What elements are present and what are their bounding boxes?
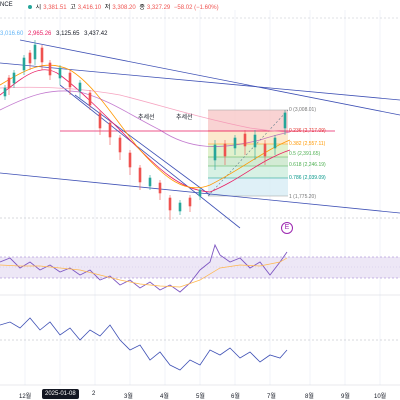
ma-value-2: 2,965.26 [28, 31, 52, 37]
x-label-dec: 12월 [19, 394, 32, 400]
close-value: 3,327.29 [146, 5, 171, 11]
fib-label-1: 1 (1,775.20) [289, 194, 316, 200]
x-label-sep: 9월 [341, 394, 350, 400]
x-label-aug: 8월 [305, 394, 314, 400]
x-label-jun: 6월 [231, 394, 240, 400]
high-label: 고 [70, 5, 76, 11]
grid-lines [24, 10, 381, 385]
fib-label-0: 0 (3,008.01) [289, 107, 316, 113]
low-label: 저 [104, 5, 111, 11]
ma-value-1: 3,016.60 [0, 31, 24, 37]
event-badge[interactable]: E [281, 222, 293, 234]
trendline-label-2[interactable]: 추세선 [176, 115, 193, 121]
market-status-icon [28, 5, 32, 9]
ma-value-3: 3,125.65 [56, 31, 80, 37]
trendline-label-1[interactable]: 추세선 [138, 115, 155, 121]
x-label-apr: 4월 [160, 394, 169, 400]
low-value: 3,308.20 [112, 5, 136, 11]
fib-label-5: 0.5 (2,391.65) [289, 151, 321, 157]
open-label: 시 [35, 5, 42, 11]
price-candles [3, 40, 287, 220]
indicator-panel[interactable] [0, 317, 400, 371]
ma-legend: 3,016.60 2,965.26 3,125.65 3,437.42 [0, 31, 110, 37]
open-value: 3,381.51 [43, 5, 67, 11]
x-label-2: 2 [92, 391, 96, 397]
change-value: −58.02 (−1.60%) [173, 5, 219, 11]
fib-label-382: 0.382 (2,557.11) [289, 141, 326, 147]
close-label: 종 [139, 5, 145, 11]
fib-label-786: 0.786 (2,039.09) [289, 175, 326, 181]
fib-retracement[interactable] [207, 109, 289, 197]
x-label-mar: 3월 [124, 394, 133, 400]
ohlc-readout: 시 3,381.51 고 3,416.10 저 3,308.20 종 3,327.29 … [28, 2, 221, 11]
fib-label-618: 0.618 (2,246.19) [289, 162, 326, 168]
x-label-jul: 7월 [267, 394, 276, 400]
moving-averages [0, 64, 291, 193]
fib-label-236: 0.236 (2,717.09) [289, 128, 326, 134]
x-label-oct: 10월 [374, 394, 387, 400]
crosshair-date-tag: 2025-01-08 [42, 389, 79, 399]
high-value: 3,416.10 [77, 5, 102, 11]
symbol-label: NCE [0, 2, 13, 8]
ma-value-4: 3,437.42 [84, 31, 108, 37]
x-label-may: 5월 [196, 394, 205, 400]
rsi-panel[interactable] [0, 243, 400, 296]
